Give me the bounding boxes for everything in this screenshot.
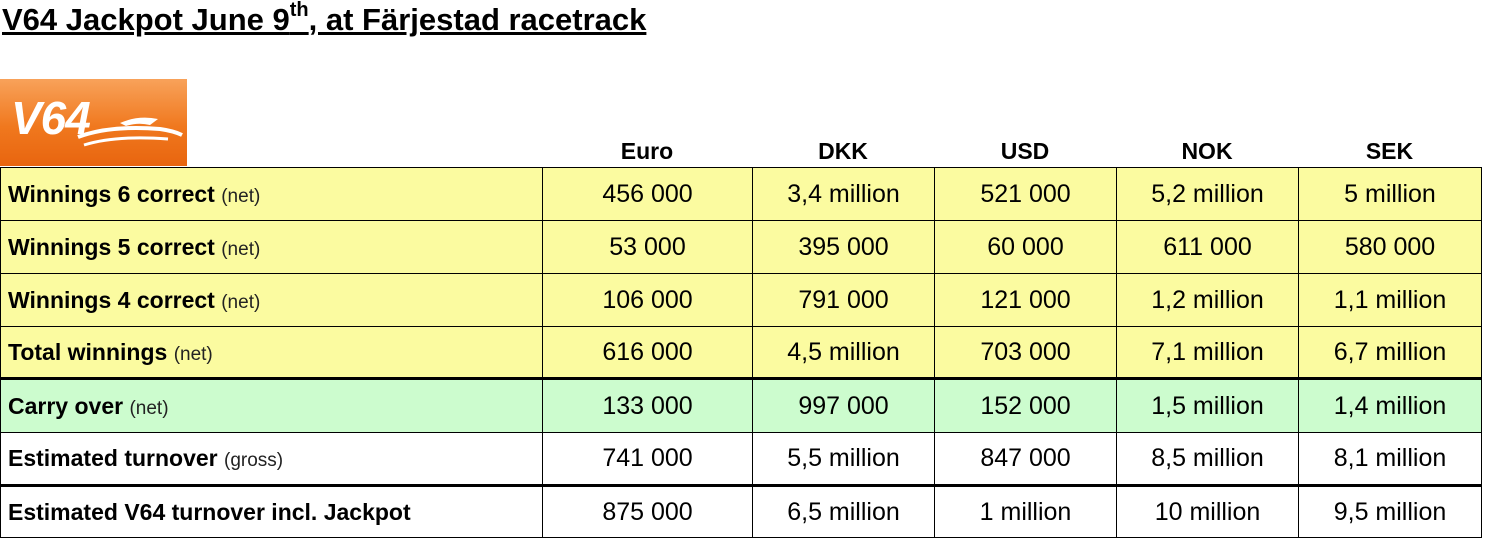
row-label: Estimated V64 turnover incl. Jackpot bbox=[0, 484, 543, 538]
cell-euro: 875 000 bbox=[542, 484, 753, 538]
cell-euro: 53 000 bbox=[542, 220, 753, 274]
cell-usd: 152 000 bbox=[934, 377, 1117, 433]
row-label: Estimated turnover (gross) bbox=[0, 432, 543, 486]
cell-euro: 133 000 bbox=[542, 377, 753, 433]
cell-sek: 9,5 million bbox=[1298, 484, 1482, 538]
v64-logo: V64 bbox=[0, 79, 187, 166]
column-header-sek: SEK bbox=[1365, 138, 1414, 164]
cell-nok: 611 000 bbox=[1116, 220, 1299, 274]
cell-euro: 106 000 bbox=[542, 273, 753, 327]
column-header-nok: NOK bbox=[1181, 138, 1233, 164]
cell-nok: 10 million bbox=[1116, 484, 1299, 538]
cell-nok: 5,2 million bbox=[1116, 167, 1299, 221]
cell-sek: 1,1 million bbox=[1298, 273, 1482, 327]
table-row: Estimated V64 turnover incl. Jackpot 875… bbox=[0, 484, 1482, 538]
cell-nok: 1,2 million bbox=[1116, 273, 1299, 327]
cell-dkk: 6,5 million bbox=[752, 484, 935, 538]
column-header-usd: USD bbox=[1000, 138, 1050, 164]
cell-nok: 7,1 million bbox=[1116, 326, 1299, 379]
table-row: Winnings 6 correct (net) 456 000 3,4 mil… bbox=[0, 167, 1482, 221]
cell-dkk: 5,5 million bbox=[752, 432, 935, 486]
cell-usd: 847 000 bbox=[934, 432, 1117, 486]
title-superscript: th bbox=[289, 0, 309, 21]
page-title: V64 Jackpot June 9th, at Färjestad racet… bbox=[2, 0, 647, 37]
cell-usd: 1 million bbox=[934, 484, 1117, 538]
cell-nok: 8,5 million bbox=[1116, 432, 1299, 486]
cell-dkk: 997 000 bbox=[752, 377, 935, 433]
table-row: Winnings 5 correct (net) 53 000 395 000 … bbox=[0, 220, 1482, 274]
column-header-dkk: DKK bbox=[818, 138, 868, 164]
row-label: Winnings 4 correct (net) bbox=[0, 273, 543, 327]
cell-dkk: 395 000 bbox=[752, 220, 935, 274]
table-row: Estimated turnover (gross) 741 000 5,5 m… bbox=[0, 432, 1482, 486]
row-label: Carry over (net) bbox=[0, 377, 543, 433]
cell-dkk: 3,4 million bbox=[752, 167, 935, 221]
table-row: Total winnings (net) 616 000 4,5 million… bbox=[0, 326, 1482, 379]
cell-dkk: 4,5 million bbox=[752, 326, 935, 379]
cell-nok: 1,5 million bbox=[1116, 377, 1299, 433]
column-header-euro: Euro bbox=[620, 138, 674, 164]
row-label: Winnings 5 correct (net) bbox=[0, 220, 543, 274]
cell-sek: 5 million bbox=[1298, 167, 1482, 221]
cell-euro: 616 000 bbox=[542, 326, 753, 379]
jackpot-table: Winnings 6 correct (net) 456 000 3,4 mil… bbox=[0, 167, 1482, 538]
cell-euro: 456 000 bbox=[542, 167, 753, 221]
cell-usd: 121 000 bbox=[934, 273, 1117, 327]
cell-dkk: 791 000 bbox=[752, 273, 935, 327]
row-label: Winnings 6 correct (net) bbox=[0, 167, 543, 221]
cell-sek: 8,1 million bbox=[1298, 432, 1482, 486]
table-row: Carry over (net) 133 000 997 000 152 000… bbox=[0, 377, 1482, 433]
cell-usd: 703 000 bbox=[934, 326, 1117, 379]
table-row: Winnings 4 correct (net) 106 000 791 000… bbox=[0, 273, 1482, 327]
cell-usd: 521 000 bbox=[934, 167, 1117, 221]
cell-sek: 1,4 million bbox=[1298, 377, 1482, 433]
row-label: Total winnings (net) bbox=[0, 326, 543, 379]
cell-sek: 6,7 million bbox=[1298, 326, 1482, 379]
cell-euro: 741 000 bbox=[542, 432, 753, 486]
cell-usd: 60 000 bbox=[934, 220, 1117, 274]
cell-sek: 580 000 bbox=[1298, 220, 1482, 274]
horse-track-icon bbox=[77, 117, 183, 147]
